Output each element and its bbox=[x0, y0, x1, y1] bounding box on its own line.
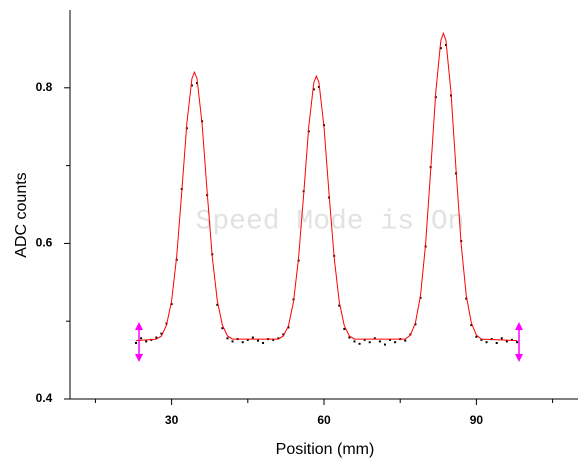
y-tick-label: 0.4 bbox=[36, 391, 53, 405]
data-point bbox=[246, 338, 249, 341]
data-point bbox=[241, 341, 244, 344]
data-point bbox=[383, 343, 386, 346]
data-point bbox=[378, 340, 381, 343]
fit-line bbox=[136, 31, 518, 342]
data-point bbox=[495, 341, 498, 344]
data-point bbox=[358, 342, 361, 345]
data-point bbox=[343, 327, 346, 330]
data-point bbox=[262, 341, 265, 344]
data-point bbox=[140, 337, 143, 340]
data-point bbox=[475, 335, 478, 338]
data-point bbox=[465, 297, 468, 300]
data-point bbox=[470, 324, 473, 327]
data-point bbox=[256, 339, 259, 342]
x-tick-label: 60 bbox=[317, 413, 331, 427]
data-point bbox=[389, 338, 392, 341]
data-point bbox=[190, 84, 193, 87]
data-point bbox=[439, 47, 442, 50]
data-point bbox=[226, 337, 229, 340]
data-point bbox=[231, 340, 234, 343]
data-point bbox=[414, 323, 417, 326]
data-point bbox=[282, 333, 285, 336]
data-point bbox=[394, 341, 397, 344]
data-point bbox=[277, 337, 280, 340]
data-point bbox=[338, 304, 341, 307]
range-markers bbox=[135, 322, 523, 362]
x-tick-label: 30 bbox=[165, 413, 179, 427]
data-point bbox=[485, 341, 488, 344]
data-point bbox=[510, 338, 513, 341]
data-point bbox=[221, 327, 224, 330]
y-axis-label: ADC counts bbox=[13, 172, 30, 257]
x-axis-label: Position (mm) bbox=[276, 441, 375, 458]
data-point bbox=[312, 88, 315, 91]
data-point bbox=[373, 337, 376, 340]
data-point bbox=[272, 338, 275, 341]
data-point bbox=[155, 336, 158, 339]
data-point bbox=[480, 338, 483, 341]
data-point bbox=[317, 86, 320, 89]
data-point bbox=[404, 339, 407, 342]
data-point bbox=[135, 341, 138, 344]
x-tick-label: 90 bbox=[470, 413, 484, 427]
data-point bbox=[170, 303, 173, 306]
data-point bbox=[505, 340, 508, 343]
data-point bbox=[353, 340, 356, 343]
y-tick-label: 0.8 bbox=[36, 80, 53, 94]
data-point bbox=[251, 336, 254, 339]
data-point bbox=[287, 326, 290, 329]
data-point bbox=[348, 336, 351, 339]
data-point bbox=[368, 341, 371, 344]
data-point bbox=[216, 303, 219, 306]
data-point bbox=[160, 332, 163, 335]
data-point bbox=[500, 337, 503, 340]
y-tick-label: 0.6 bbox=[36, 236, 53, 250]
data-point bbox=[516, 341, 519, 344]
data-point bbox=[196, 82, 198, 85]
data-point bbox=[145, 340, 148, 343]
data-point bbox=[363, 338, 366, 341]
